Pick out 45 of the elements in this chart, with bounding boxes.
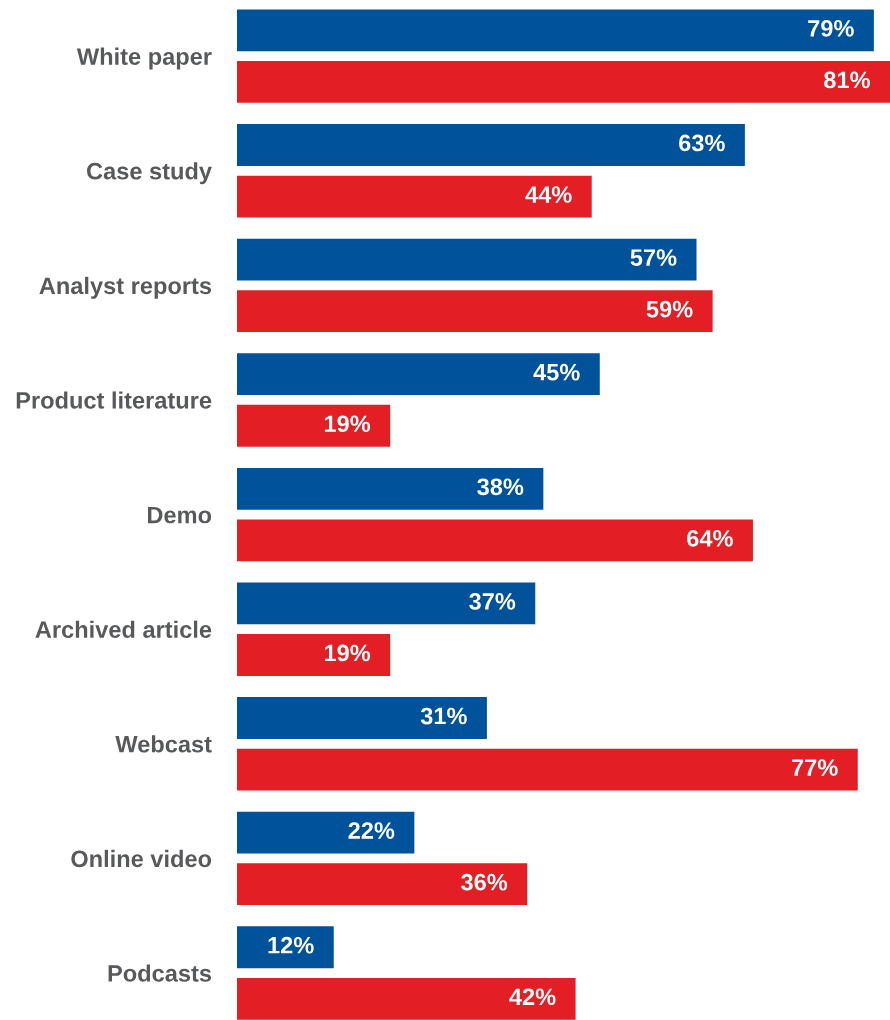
bar xyxy=(237,238,697,281)
bar xyxy=(237,467,544,510)
data-label: 44% xyxy=(525,186,572,203)
data-label: 59% xyxy=(646,300,693,318)
bar xyxy=(237,811,415,854)
y-tick-label: Product literature xyxy=(16,391,212,409)
data-label: 37% xyxy=(469,593,516,610)
data-label: 77% xyxy=(792,759,838,776)
bar xyxy=(237,404,391,447)
bar xyxy=(237,582,536,625)
bar xyxy=(237,977,576,1020)
data-label: 79% xyxy=(808,19,854,37)
y-tick-label: Online video xyxy=(71,849,212,868)
y-tick-label: Archived article xyxy=(35,620,212,638)
data-label: 38% xyxy=(477,478,524,496)
y-tick-label: White paper xyxy=(76,47,212,70)
y-tick-label: Demo xyxy=(147,506,212,524)
data-label: 45% xyxy=(533,363,580,381)
bar xyxy=(237,697,487,739)
data-label: 64% xyxy=(687,529,733,547)
y-tick-label: Webcast xyxy=(115,735,212,753)
bar xyxy=(237,124,745,166)
bar xyxy=(237,519,753,562)
data-label: 81% xyxy=(824,71,870,89)
bar xyxy=(237,290,713,333)
bar xyxy=(237,634,391,676)
bar xyxy=(237,926,334,969)
data-label: 31% xyxy=(420,707,467,725)
data-label: 22% xyxy=(348,822,395,839)
y-tick-label: Analyst reports xyxy=(39,276,212,299)
data-label: 19% xyxy=(324,415,371,433)
data-label: 12% xyxy=(268,936,314,954)
data-label: 63% xyxy=(679,134,725,152)
bar xyxy=(237,9,874,52)
y-tick-label: Case study xyxy=(87,162,212,185)
y-tick-label: Podcasts xyxy=(108,964,212,982)
bar xyxy=(237,353,600,396)
bar xyxy=(237,61,890,103)
bar xyxy=(237,863,528,906)
data-label: 57% xyxy=(630,249,677,266)
data-label: 36% xyxy=(461,873,508,891)
bar xyxy=(237,748,858,791)
data-label: 42% xyxy=(509,988,556,1006)
data-label: 19% xyxy=(324,644,371,662)
bar xyxy=(237,175,592,218)
